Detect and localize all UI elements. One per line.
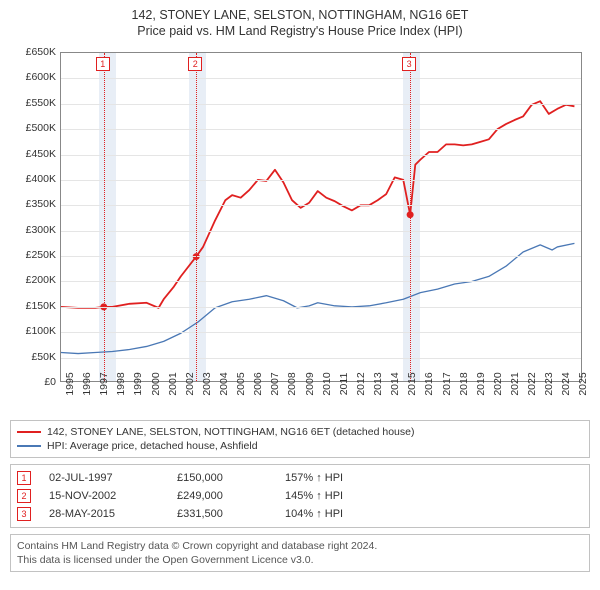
sale-marker-line [410, 53, 411, 381]
x-axis-label: 2005 [235, 372, 247, 395]
x-axis-label: 2021 [509, 372, 521, 395]
gridline [61, 129, 581, 130]
x-axis-label: 2000 [150, 372, 162, 395]
x-axis-label: 2004 [218, 372, 230, 395]
x-axis-label: 2001 [167, 372, 179, 395]
sale-pct: 145% ↑ HPI [285, 490, 395, 502]
x-axis-label: 2006 [252, 372, 264, 395]
legend-swatch [17, 431, 41, 433]
sale-price: £249,000 [177, 490, 267, 502]
gridline [61, 180, 581, 181]
gridline [61, 281, 581, 282]
x-axis-label: 2025 [577, 372, 589, 395]
gridline [61, 307, 581, 308]
legend-swatch [17, 445, 41, 447]
x-axis-label: 2010 [321, 372, 333, 395]
gridline [61, 332, 581, 333]
attribution-line1: Contains HM Land Registry data © Crown c… [17, 539, 583, 553]
legend-label: 142, STONEY LANE, SELSTON, NOTTINGHAM, N… [47, 426, 414, 438]
y-axis-label: £150K [12, 300, 56, 312]
gridline [61, 231, 581, 232]
sale-price: £150,000 [177, 472, 267, 484]
sale-pct: 104% ↑ HPI [285, 508, 395, 520]
x-axis-label: 1997 [98, 372, 110, 395]
legend-item: HPI: Average price, detached house, Ashf… [17, 439, 583, 453]
series-line-hpi [61, 243, 574, 353]
title-subtitle: Price paid vs. HM Land Registry's House … [10, 24, 590, 38]
x-axis-label: 2016 [423, 372, 435, 395]
y-axis-label: £400K [12, 173, 56, 185]
x-axis-label: 2014 [389, 372, 401, 395]
y-axis-label: £250K [12, 249, 56, 261]
x-axis-label: 2011 [338, 373, 350, 396]
x-axis-label: 2009 [304, 372, 316, 395]
x-axis-label: 2023 [543, 372, 555, 395]
gridline [61, 205, 581, 206]
gridline [61, 256, 581, 257]
sale-price: £331,500 [177, 508, 267, 520]
sale-number-box: 1 [17, 471, 31, 485]
x-axis-label: 1998 [115, 372, 127, 395]
legend-item: 142, STONEY LANE, SELSTON, NOTTINGHAM, N… [17, 425, 583, 439]
chart-area: 1 2 3 £0 £50K £100K £150K £200K £250K £300K £350K… [10, 44, 590, 414]
plot-area: 1 2 3 [60, 52, 582, 382]
x-axis-label: 2019 [475, 372, 487, 395]
x-axis-label: 2007 [269, 372, 281, 395]
sale-number-box: 2 [17, 489, 31, 503]
gridline [61, 104, 581, 105]
x-axis-label: 2018 [458, 372, 470, 395]
sale-marker-box: 1 [96, 57, 110, 71]
y-axis-label: £0 [12, 376, 56, 388]
y-axis-label: £500K [12, 122, 56, 134]
x-axis-label: 2013 [372, 372, 384, 395]
gridline [61, 78, 581, 79]
sale-date: 15-NOV-2002 [49, 490, 159, 502]
x-axis-label: 2022 [526, 372, 538, 395]
x-axis-label: 1995 [64, 372, 76, 395]
sale-date: 28-MAY-2015 [49, 508, 159, 520]
sales-table: 1 02-JUL-1997 £150,000 157% ↑ HPI 2 15-NOV-20… [10, 464, 590, 528]
sale-marker-line [104, 53, 105, 381]
title-address: 142, STONEY LANE, SELSTON, NOTTINGHAM, N… [10, 8, 590, 22]
x-axis-label: 2012 [355, 372, 367, 395]
y-axis-label: £650K [12, 46, 56, 58]
attribution: Contains HM Land Registry data © Crown c… [10, 534, 590, 572]
sale-row: 2 15-NOV-2002 £249,000 145% ↑ HPI [17, 487, 583, 505]
y-axis-label: £450K [12, 148, 56, 160]
gridline [61, 358, 581, 359]
sale-marker-box: 2 [188, 57, 202, 71]
x-axis-label: 1996 [81, 372, 93, 395]
attribution-line2: This data is licensed under the Open Gov… [17, 553, 583, 567]
sale-number-box: 3 [17, 507, 31, 521]
x-axis-label: 2002 [184, 372, 196, 395]
x-axis-label: 2024 [560, 372, 572, 395]
sale-marker-line [196, 53, 197, 381]
y-axis-label: £550K [12, 97, 56, 109]
y-axis-label: £50K [12, 351, 56, 363]
sale-row: 1 02-JUL-1997 £150,000 157% ↑ HPI [17, 469, 583, 487]
legend-label: HPI: Average price, detached house, Ashf… [47, 440, 258, 452]
x-axis-label: 2015 [406, 372, 418, 395]
x-axis-label: 2017 [441, 372, 453, 395]
gridline [61, 155, 581, 156]
sale-marker-box: 3 [402, 57, 416, 71]
sale-pct: 157% ↑ HPI [285, 472, 395, 484]
x-axis-label: 2008 [286, 372, 298, 395]
x-axis-label: 1999 [132, 372, 144, 395]
sale-row: 3 28-MAY-2015 £331,500 104% ↑ HPI [17, 505, 583, 523]
legend: 142, STONEY LANE, SELSTON, NOTTINGHAM, N… [10, 420, 590, 458]
x-axis-label: 2003 [201, 372, 213, 395]
chart-container: 142, STONEY LANE, SELSTON, NOTTINGHAM, N… [0, 0, 600, 590]
title-block: 142, STONEY LANE, SELSTON, NOTTINGHAM, N… [10, 8, 590, 38]
y-axis-label: £100K [12, 325, 56, 337]
y-axis-label: £350K [12, 198, 56, 210]
y-axis-label: £200K [12, 274, 56, 286]
y-axis-label: £600K [12, 71, 56, 83]
x-axis-label: 2020 [492, 372, 504, 395]
sale-date: 02-JUL-1997 [49, 472, 159, 484]
y-axis-label: £300K [12, 224, 56, 236]
